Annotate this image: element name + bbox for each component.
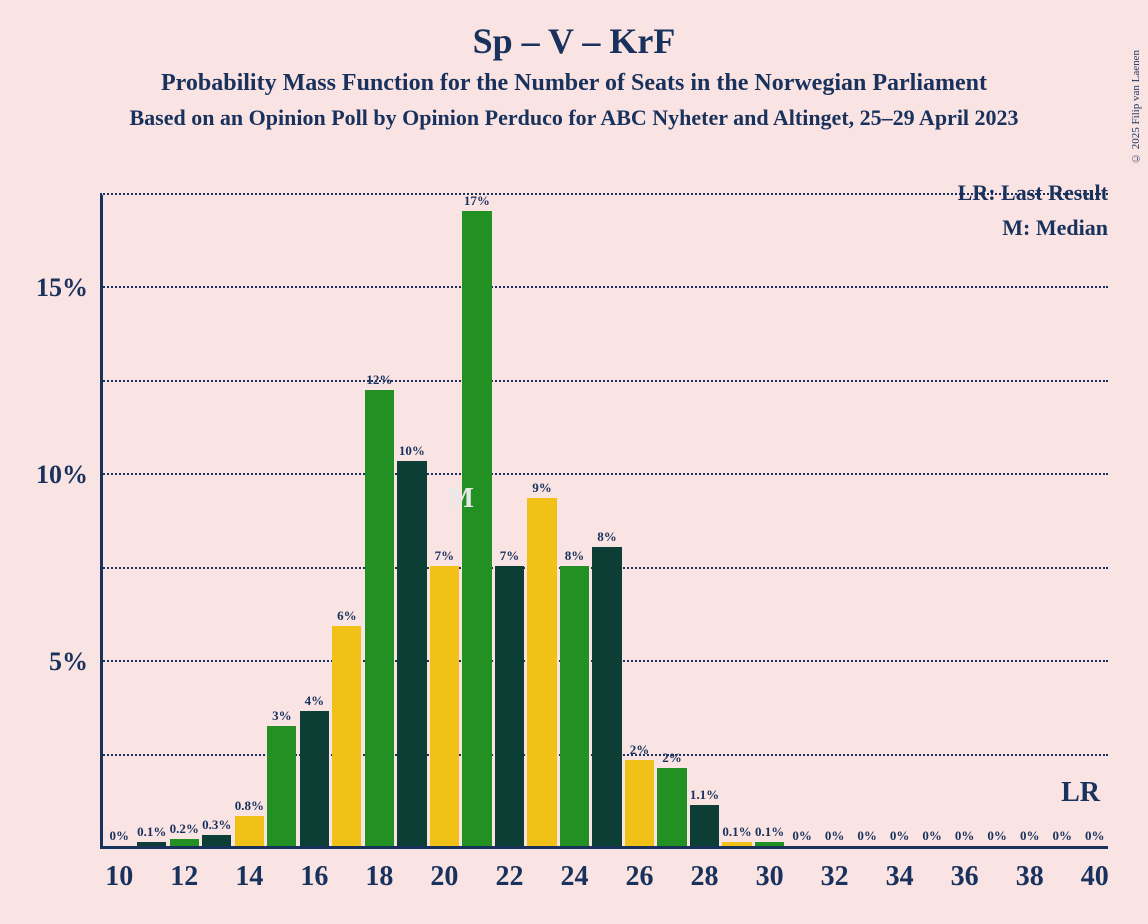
- bar-seat-27: 2%: [657, 768, 686, 846]
- x-axis-label: 20: [430, 861, 458, 893]
- x-axis-label: 40: [1081, 861, 1109, 893]
- bar-label: 0%: [110, 828, 130, 844]
- bar-seat-26: 2%: [625, 760, 654, 846]
- bar-label: 0%: [792, 828, 812, 844]
- bar-label: 8%: [565, 548, 585, 564]
- bar-label: 0%: [1052, 828, 1072, 844]
- copyright-text: © 2025 Filip van Laenen: [1130, 50, 1142, 164]
- x-axis-label: 24: [560, 861, 588, 893]
- bar-label: 0.1%: [755, 824, 784, 840]
- bar-label: 9%: [532, 480, 552, 496]
- median-marker: M: [447, 483, 473, 515]
- x-axis-label: 10: [105, 861, 133, 893]
- chart-title: Sp – V – KrF: [20, 20, 1128, 62]
- bar-label: 4%: [305, 693, 325, 709]
- bar-label: 0.2%: [170, 821, 199, 837]
- lr-marker: LR: [1061, 777, 1100, 809]
- bar-seat-18: 12%: [365, 390, 394, 846]
- gridline: [100, 286, 1108, 288]
- bar-label: 1.1%: [690, 787, 719, 803]
- bar-label: 12%: [366, 372, 392, 388]
- y-axis-label: 5%: [49, 647, 88, 677]
- y-axis: [100, 195, 103, 849]
- bar-label: 0%: [1085, 828, 1105, 844]
- chart-subtitle: Probability Mass Function for the Number…: [20, 70, 1128, 97]
- bar-label: 10%: [399, 443, 425, 459]
- y-axis-label: 15%: [36, 273, 88, 303]
- plot-area: 5%10%15% 0%0.1%0.2%0.3%0.8%3%4%6%12%10%7…: [100, 195, 1108, 849]
- bar-seat-20: 7%: [430, 566, 459, 846]
- bar-label: 0%: [857, 828, 877, 844]
- bar-label: 0%: [922, 828, 942, 844]
- bar-seat-14: 0.8%: [235, 816, 264, 846]
- bar-seat-22: 7%: [495, 566, 524, 846]
- bar-label: 0.3%: [202, 817, 231, 833]
- bar-label: 7%: [435, 548, 455, 564]
- bar-seat-12: 0.2%: [170, 839, 199, 846]
- bar-label: 7%: [500, 548, 520, 564]
- bar-seat-21: 17%: [462, 211, 491, 846]
- bar-label: 0.8%: [235, 798, 264, 814]
- bar-seat-29: 0.1%: [722, 842, 751, 846]
- gridline: [100, 193, 1108, 195]
- bar-seat-25: 8%: [592, 547, 621, 846]
- bar-seat-11: 0.1%: [137, 842, 166, 846]
- bar-seat-15: 3%: [267, 726, 296, 846]
- x-axis-label: 22: [495, 861, 523, 893]
- chart-subtitle2: Based on an Opinion Poll by Opinion Perd…: [20, 105, 1128, 131]
- bar-label: 8%: [597, 529, 617, 545]
- bar-label: 0%: [1020, 828, 1040, 844]
- bar-seat-24: 8%: [560, 566, 589, 846]
- x-axis-label: 32: [821, 861, 849, 893]
- bar-label: 0%: [825, 828, 845, 844]
- bar-seat-19: 10%: [397, 461, 426, 846]
- chart-container: Sp – V – KrF Probability Mass Function f…: [0, 0, 1148, 924]
- bar-label: 17%: [464, 193, 490, 209]
- x-axis-label: 26: [626, 861, 654, 893]
- bar-label: 3%: [272, 708, 292, 724]
- y-axis-label: 10%: [36, 460, 88, 490]
- bar-seat-13: 0.3%: [202, 835, 231, 846]
- x-axis-label: 12: [170, 861, 198, 893]
- x-axis-label: 38: [1016, 861, 1044, 893]
- bar-label: 2%: [662, 750, 682, 766]
- bar-label: 0%: [890, 828, 910, 844]
- bar-seat-16: 4%: [300, 711, 329, 846]
- x-axis-label: 18: [365, 861, 393, 893]
- bar-label: 0%: [955, 828, 975, 844]
- x-axis-label: 16: [300, 861, 328, 893]
- x-axis-label: 28: [691, 861, 719, 893]
- bar-label: 6%: [337, 608, 357, 624]
- gridline: [100, 473, 1108, 475]
- bar-seat-23: 9%: [527, 498, 556, 846]
- bar-seat-30: 0.1%: [755, 842, 784, 846]
- bar-label: 0.1%: [137, 824, 166, 840]
- bar-label: 0%: [987, 828, 1007, 844]
- x-axis-label: 14: [235, 861, 263, 893]
- bar-label: 2%: [630, 742, 650, 758]
- x-axis-label: 30: [756, 861, 784, 893]
- bar-seat-17: 6%: [332, 626, 361, 846]
- bar-label: 0.1%: [722, 824, 751, 840]
- x-axis: [100, 846, 1108, 849]
- bar-seat-28: 1.1%: [690, 805, 719, 846]
- x-axis-label: 34: [886, 861, 914, 893]
- x-axis-label: 36: [951, 861, 979, 893]
- gridline: [100, 380, 1108, 382]
